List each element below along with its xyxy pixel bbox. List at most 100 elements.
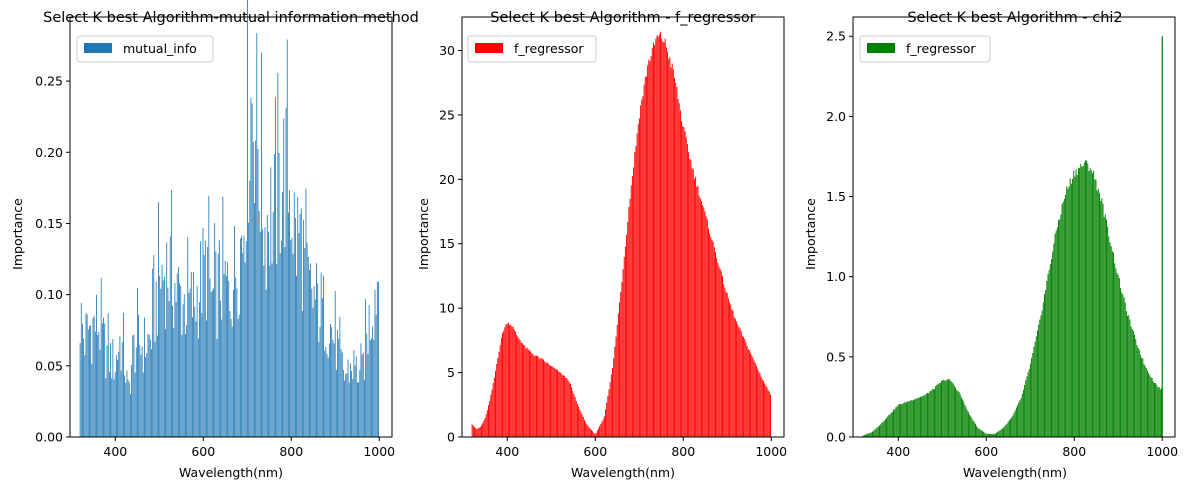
bar (689, 158, 691, 437)
bar (512, 326, 514, 437)
bar (163, 276, 165, 437)
bar (1011, 417, 1013, 437)
bar (295, 218, 296, 437)
bar (656, 35, 658, 438)
bar (332, 339, 334, 437)
bar (1148, 373, 1150, 437)
bar (118, 351, 120, 437)
bar (232, 289, 234, 437)
bar (751, 355, 753, 437)
bar (114, 372, 116, 437)
bar (235, 277, 237, 437)
bar (524, 345, 526, 437)
bar (1025, 380, 1027, 437)
bar (545, 362, 547, 437)
bar (204, 240, 206, 437)
bar (903, 402, 905, 437)
bar (557, 369, 559, 437)
bar (472, 425, 474, 437)
bar (907, 401, 909, 437)
bar (521, 343, 523, 437)
bar (324, 350, 326, 437)
bar (937, 384, 939, 437)
bar (186, 325, 188, 437)
bar (884, 419, 886, 437)
bar (526, 347, 528, 437)
bar (350, 363, 351, 437)
x-tick-label: 1000 (1146, 444, 1178, 459)
bar (316, 263, 317, 437)
bar (289, 190, 290, 437)
bar (951, 382, 953, 437)
bar (1017, 405, 1019, 437)
y-tick-label: 0.00 (35, 430, 63, 445)
bar (1074, 176, 1076, 437)
bar (1106, 219, 1107, 437)
bar (688, 152, 690, 437)
bar (354, 365, 356, 437)
bar (1096, 190, 1098, 437)
bar (538, 357, 540, 437)
bar (353, 350, 355, 437)
bar (257, 149, 259, 437)
bar (86, 314, 88, 437)
bar (525, 348, 527, 437)
bar (502, 332, 504, 437)
bar (355, 356, 357, 437)
bar (528, 350, 530, 437)
bar (958, 392, 960, 437)
bar (677, 99, 679, 437)
bar (629, 198, 631, 437)
bar (216, 338, 218, 437)
bar (686, 144, 688, 437)
bar (971, 418, 973, 437)
bar (1024, 384, 1026, 437)
bar (1139, 354, 1141, 437)
bar (942, 380, 944, 437)
bar (601, 421, 603, 437)
bar (510, 324, 512, 437)
bar (1048, 270, 1050, 437)
bar (217, 253, 219, 437)
bar (1022, 389, 1024, 437)
bar (628, 207, 630, 437)
bar (505, 324, 507, 437)
bar (627, 221, 629, 437)
bar (881, 422, 883, 437)
bar (889, 414, 891, 437)
bar (200, 241, 202, 437)
bar (757, 368, 759, 437)
bar (1020, 397, 1022, 437)
bar (183, 294, 185, 437)
bar (898, 404, 900, 437)
bar (175, 302, 177, 437)
bar (592, 431, 594, 437)
bar (1059, 219, 1061, 437)
bar (1033, 346, 1035, 437)
plot-frame (852, 16, 1176, 438)
bar (1055, 230, 1057, 437)
bar (1094, 179, 1096, 438)
bar (1097, 188, 1099, 437)
bar (495, 370, 496, 437)
bar (1138, 349, 1140, 437)
bar (932, 389, 934, 437)
bar (900, 404, 902, 437)
bar (145, 357, 147, 437)
bar (104, 323, 106, 437)
bar (1041, 310, 1043, 437)
bar (636, 133, 638, 437)
bar (683, 127, 685, 437)
bar (84, 355, 86, 437)
bar (262, 229, 264, 437)
bar (921, 396, 923, 437)
bar (938, 383, 940, 437)
y-tick-label: 0 (447, 430, 455, 445)
bar (767, 390, 769, 437)
bar (615, 336, 617, 437)
bar (873, 430, 875, 437)
bar (621, 282, 623, 437)
bar (187, 236, 189, 437)
bar (768, 391, 770, 437)
bar (493, 377, 495, 437)
